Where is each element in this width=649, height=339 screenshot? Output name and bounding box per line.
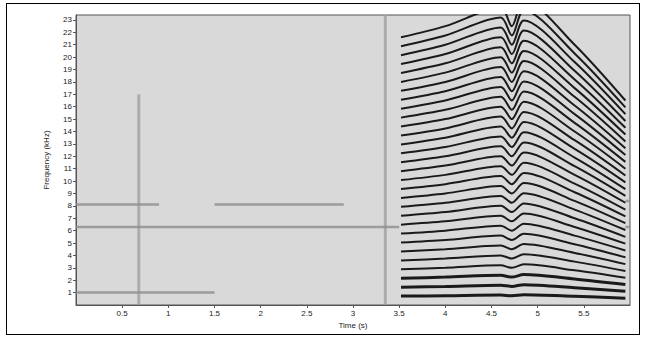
svg-text:1.5: 1.5 — [209, 309, 221, 318]
svg-text:21: 21 — [63, 40, 72, 49]
svg-text:15: 15 — [63, 115, 72, 124]
svg-text:5: 5 — [68, 239, 73, 248]
svg-text:3: 3 — [68, 263, 73, 272]
svg-text:Frequency (kHz): Frequency (kHz) — [42, 130, 51, 189]
svg-text:9: 9 — [68, 189, 73, 198]
svg-text:23: 23 — [63, 15, 72, 24]
svg-text:4: 4 — [443, 309, 448, 318]
svg-text:17: 17 — [63, 90, 72, 99]
svg-text:4: 4 — [68, 251, 73, 260]
svg-text:11: 11 — [64, 164, 73, 173]
svg-text:1: 1 — [166, 309, 171, 318]
svg-text:6: 6 — [68, 226, 73, 235]
svg-text:7: 7 — [68, 214, 73, 223]
svg-text:20: 20 — [63, 53, 72, 62]
svg-text:2: 2 — [68, 276, 73, 285]
svg-text:Time (s): Time (s) — [338, 321, 367, 330]
svg-text:14: 14 — [63, 127, 72, 136]
svg-text:12: 12 — [63, 152, 72, 161]
svg-text:2.5: 2.5 — [301, 309, 313, 318]
svg-text:18: 18 — [63, 77, 72, 86]
svg-text:16: 16 — [63, 102, 72, 111]
svg-text:5.5: 5.5 — [578, 309, 590, 318]
svg-text:2: 2 — [258, 309, 263, 318]
svg-text:10: 10 — [63, 177, 72, 186]
svg-text:0.5: 0.5 — [117, 309, 129, 318]
svg-text:3.5: 3.5 — [394, 309, 406, 318]
svg-text:4.5: 4.5 — [486, 309, 498, 318]
svg-text:19: 19 — [63, 65, 72, 74]
svg-text:8: 8 — [68, 201, 73, 210]
svg-text:3: 3 — [351, 309, 356, 318]
svg-text:1: 1 — [68, 288, 73, 297]
svg-text:13: 13 — [63, 139, 72, 148]
svg-text:5: 5 — [535, 309, 540, 318]
svg-text:22: 22 — [63, 28, 72, 37]
